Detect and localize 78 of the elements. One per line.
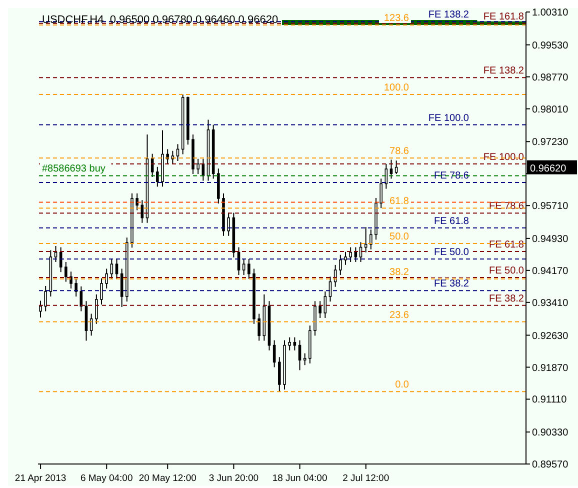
candlestick: [100, 278, 103, 305]
annotation: 23.6: [390, 310, 410, 321]
x-tick-label: 2 Jul 12:00: [342, 473, 390, 484]
text: 0.96620: [530, 163, 567, 174]
annotation: 50.0: [390, 231, 410, 242]
candlestick: [364, 226, 368, 253]
y-tick-label: 0.89570: [532, 460, 569, 471]
candlestick: [227, 212, 230, 236]
candlestick: [196, 158, 200, 175]
candlestick: [44, 285, 47, 312]
candlestick: [248, 258, 250, 280]
ref-line-label: FE 38.2: [488, 293, 524, 304]
candlestick: [298, 340, 302, 371]
ref-line-label: FE 78.6: [434, 170, 470, 182]
annotation: 61.8: [390, 196, 410, 208]
candlestick: [110, 258, 114, 280]
candlestick: [344, 251, 347, 266]
y-tick-label: 0.98010: [532, 104, 569, 116]
candlestick: [176, 144, 180, 162]
candlestick: [156, 166, 159, 188]
candlestick: [39, 300, 42, 318]
y-tick-label: 0.92630: [532, 330, 569, 342]
candlestick: [258, 313, 260, 342]
candlestick: [303, 352, 306, 366]
annotation: 0.0: [395, 380, 410, 391]
annotation: 100.0: [384, 82, 410, 94]
x-tick-label: 18 Jun 04:00: [272, 473, 328, 484]
x-tick-label: 3 Jun 20:00: [208, 473, 259, 484]
candlestick: [390, 159, 393, 180]
candlestick: [272, 340, 276, 368]
candlestick: [288, 336, 291, 351]
candlestick: [242, 258, 246, 276]
y-tick-label: 0.91110: [532, 394, 568, 406]
candlestick: [136, 192, 138, 211]
ref-line-label: FE 38.2: [434, 278, 470, 290]
y-tick-label: 0.94930: [532, 234, 569, 245]
ref-line-label: FE 50.0: [434, 247, 470, 258]
candlestick: [324, 290, 327, 318]
y-tick-label: 0.97230: [532, 137, 569, 148]
candlestick: [95, 294, 98, 324]
x-tick-label: 21 Apr 2013: [14, 473, 66, 484]
candlestick: [380, 178, 382, 209]
candlestick: [370, 229, 372, 250]
candlestick: [74, 278, 78, 297]
y-tick-label: 1.00310: [532, 8, 569, 19]
ref-line-label: #8586693 buy: [42, 164, 106, 175]
x-tick-label: 20 May 12:00: [138, 473, 196, 484]
candlestick: [115, 258, 118, 280]
candlestick: [339, 254, 342, 276]
y-tick-label: 0.98770: [532, 72, 569, 84]
annotation: 123.6: [384, 13, 410, 24]
annotation: 38.2: [390, 266, 410, 278]
candlestick: [54, 245, 58, 262]
candlestick: [278, 356, 281, 392]
ref-line-label: FE 161.8: [483, 11, 524, 22]
annotation: 78.6: [390, 146, 410, 158]
candlestick: [70, 271, 72, 290]
candlestick: [166, 148, 169, 164]
ref-line-label: FE 138.2: [428, 10, 470, 21]
candlestick: [120, 268, 124, 308]
candlestick: [64, 261, 68, 282]
y-tick-label: 0.91870: [532, 362, 569, 374]
x-tick-label: 6 May 04:00: [80, 473, 133, 484]
chart-title: USDCHF,H4 0.96500 0.96780 0.96460 0.96620: [42, 14, 278, 26]
y-tick-label: 0.95710: [532, 201, 569, 212]
candlestick: [105, 268, 108, 290]
ref-line-label: FE 61.8: [434, 216, 470, 227]
y-tick-label: 0.94170: [532, 266, 569, 277]
candlestick: [354, 246, 358, 262]
candlestick: [293, 336, 296, 351]
candlestick: [349, 246, 352, 262]
y-tick-label: 0.90330: [532, 428, 569, 439]
ref-line-label: FE 100.0: [428, 112, 470, 124]
y-tick-label: 0.99530: [532, 40, 569, 52]
ref-line-label: FE 50.0: [488, 266, 524, 277]
candlestick: [318, 300, 322, 318]
ref-line-label: FE 138.2: [483, 66, 524, 77]
y-tick-label: 0.93410: [532, 298, 569, 309]
